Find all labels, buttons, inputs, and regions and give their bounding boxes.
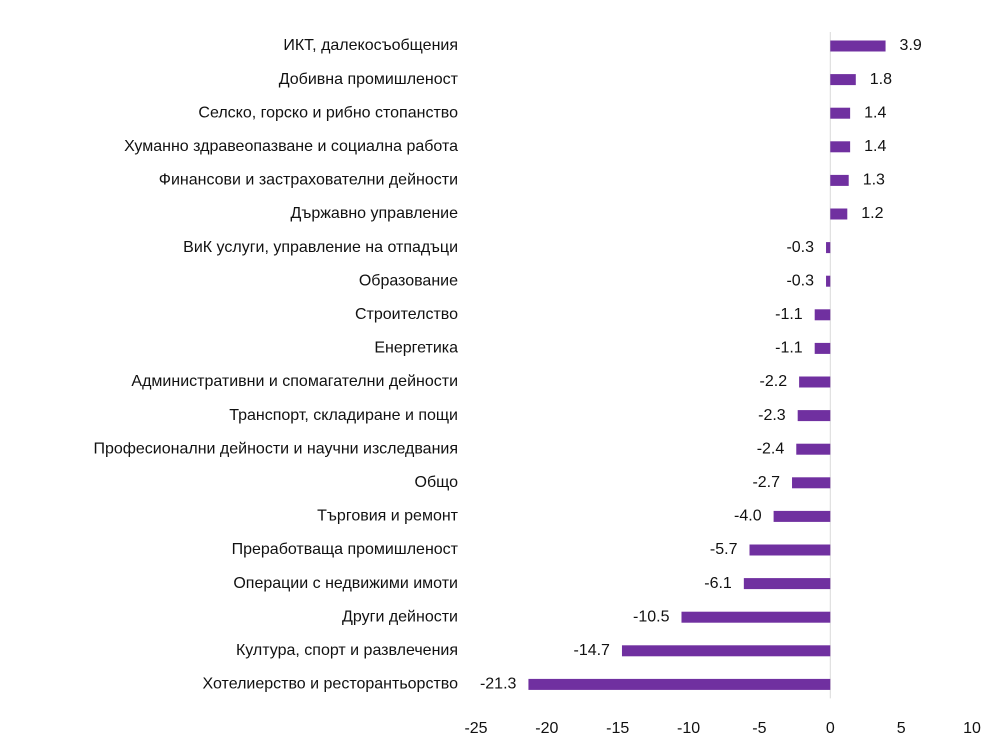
value-label: -2.3 <box>758 407 786 424</box>
category-label: Строителство <box>355 306 458 323</box>
value-label: 3.9 <box>900 37 922 54</box>
x-tick-label: -20 <box>535 720 558 737</box>
value-label: -21.3 <box>480 676 517 693</box>
bar <box>826 275 831 287</box>
category-label: Хотелиерство и ресторантьорство <box>203 676 459 693</box>
bar <box>830 74 856 86</box>
category-label: Селско, горско и рибно стопанство <box>198 104 458 121</box>
value-label: -6.1 <box>704 575 732 592</box>
category-label: Професионални дейности и научни изследва… <box>93 440 458 457</box>
x-tick-label: -10 <box>677 720 700 737</box>
category-label: Други дейности <box>342 608 458 625</box>
category-label: Преработваща промишленост <box>232 541 459 558</box>
bar <box>830 208 848 220</box>
value-label: 1.4 <box>864 104 886 121</box>
value-label: -0.3 <box>786 239 814 256</box>
bar <box>830 107 851 119</box>
value-label: -4.0 <box>734 508 762 525</box>
value-label: -1.1 <box>775 340 803 357</box>
bar <box>773 510 831 522</box>
category-label: Хуманно здравеопазване и социална работа <box>124 138 458 155</box>
category-label: Добивна промишленост <box>279 71 459 88</box>
x-tick-label: -5 <box>752 720 766 737</box>
bar <box>799 376 831 388</box>
bar <box>621 645 831 657</box>
bar <box>681 611 831 623</box>
value-label: -10.5 <box>633 608 670 625</box>
category-label: Образование <box>359 272 458 289</box>
value-label: 1.8 <box>870 71 892 88</box>
x-tick-label: -25 <box>464 720 487 737</box>
category-label: Култура, спорт и развлечения <box>236 642 458 659</box>
category-label: ВиК услуги, управление на отпадъци <box>183 239 458 256</box>
category-label: Операции с недвижими имоти <box>233 575 458 592</box>
value-label: -2.4 <box>757 440 785 457</box>
bar <box>743 578 831 590</box>
value-label: -2.7 <box>752 474 780 491</box>
category-label: Търговия и ремонт <box>317 508 459 525</box>
category-label: Финансови и застрахователни дейности <box>159 172 458 189</box>
value-label: -2.2 <box>760 373 788 390</box>
bar <box>528 678 831 690</box>
bar <box>814 309 831 321</box>
category-label: Транспорт, складиране и пощи <box>229 407 458 424</box>
category-label: Административни и спомагателни дейности <box>131 373 458 390</box>
bar <box>749 544 831 556</box>
bar <box>830 174 849 186</box>
x-tick-label: 5 <box>897 720 906 737</box>
value-label: -1.1 <box>775 306 803 323</box>
value-label: -14.7 <box>573 642 610 659</box>
value-label: 1.3 <box>863 172 885 189</box>
value-label: -0.3 <box>786 272 814 289</box>
bar <box>792 477 831 489</box>
x-tick-label: 10 <box>963 720 981 737</box>
x-tick-label: 0 <box>826 720 835 737</box>
value-label: 1.4 <box>864 138 886 155</box>
category-label: Енергетика <box>374 340 458 357</box>
bar <box>830 40 886 52</box>
bar <box>814 342 831 354</box>
bar <box>797 410 831 422</box>
category-label: Общо <box>415 474 459 491</box>
category-label: ИКТ, далекосъобщения <box>283 37 458 54</box>
bar <box>830 141 851 153</box>
category-label: Държавно управление <box>290 205 458 222</box>
value-label: 1.2 <box>861 205 883 222</box>
bar <box>826 242 831 254</box>
value-label: -5.7 <box>710 541 738 558</box>
x-tick-label: -15 <box>606 720 629 737</box>
bar <box>796 443 831 455</box>
